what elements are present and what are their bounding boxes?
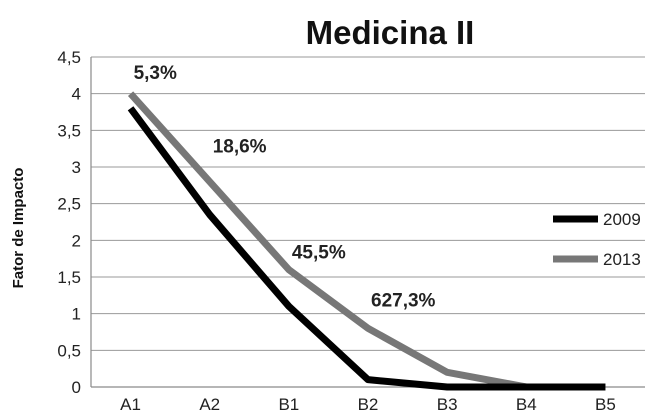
y-axis-label: Fator de Impacto [10, 168, 27, 289]
chart-title: Medicina II [306, 14, 475, 51]
x-tick-label: A2 [199, 395, 220, 414]
annotation-label: 18,6% [213, 136, 267, 157]
y-tick-label: 4,5 [57, 48, 81, 67]
y-tick-label: 1 [72, 305, 81, 324]
y-tick-label: 0,5 [57, 341, 81, 360]
y-tick-label: 2,5 [57, 195, 81, 214]
series-line-2009 [127, 106, 606, 391]
annotation-label: 627,3% [371, 290, 436, 311]
series-lines [127, 91, 606, 391]
x-tick-label: B3 [437, 395, 458, 414]
y-tick-label: 1,5 [57, 268, 81, 287]
annotation-label: 5,3% [134, 63, 177, 84]
x-tick-label: A1 [120, 395, 141, 414]
legend-label-2013: 2013 [603, 250, 641, 269]
legend-label-2009: 2009 [603, 210, 641, 229]
y-tick-label: 4 [72, 85, 81, 104]
x-tick-label: B2 [358, 395, 379, 414]
y-tick-label: 2 [72, 231, 81, 250]
y-tick-label: 3,5 [57, 121, 81, 140]
y-tick-labels: 0 0,5 1 1,5 2 2,5 3 3,5 4 4,5 [57, 48, 81, 397]
y-tick-label: 3 [72, 158, 81, 177]
legend: 2009 2013 [553, 210, 641, 269]
x-tick-labels: A1 A2 B1 B2 B3 B4 B5 [120, 395, 616, 414]
annotation-label: 45,5% [292, 243, 346, 264]
x-tick-label: B1 [278, 395, 299, 414]
gridlines [90, 56, 645, 388]
y-tick-label: 0 [72, 378, 81, 397]
x-tick-label: B5 [595, 395, 616, 414]
x-tick-label: B4 [516, 395, 537, 414]
annotations: 5,3% 18,6% 45,5% 627,3% [134, 63, 436, 311]
